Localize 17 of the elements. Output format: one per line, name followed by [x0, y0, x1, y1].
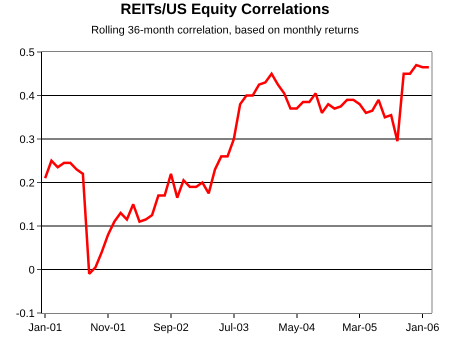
x-tick-label: Jul-03 — [218, 322, 249, 334]
chart-title: REITs/US Equity Correlations — [120, 0, 330, 18]
x-tick-label: Nov-01 — [90, 322, 126, 334]
y-tick-label: 0.5 — [20, 46, 35, 59]
chart-subtitle: Rolling 36-month correlation, based on monthly returns — [91, 24, 360, 36]
y-tick-label: -0.1 — [16, 308, 35, 320]
x-tick-label: Jan-01 — [28, 322, 62, 334]
y-tick-label: 0.2 — [20, 177, 35, 190]
line-series — [44, 64, 430, 276]
y-tick-label: 0.4 — [20, 90, 35, 102]
x-tick-label: Jan-06 — [406, 322, 440, 334]
x-tick-label: May-04 — [278, 322, 316, 334]
x-tick-label: Mar-05 — [342, 322, 378, 334]
y-tick-label: 0 — [28, 264, 35, 276]
y-tick-label: 0.1 — [20, 220, 35, 233]
x-tick-label: Sep-02 — [153, 322, 189, 334]
y-tick-label: 0.3 — [20, 134, 35, 146]
